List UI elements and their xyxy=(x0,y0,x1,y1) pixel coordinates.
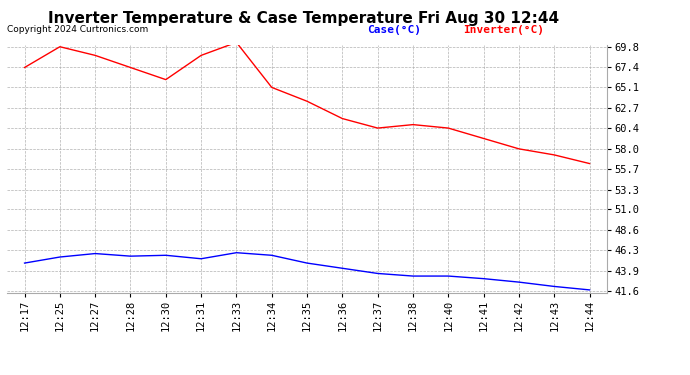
Text: Inverter Temperature & Case Temperature Fri Aug 30 12:44: Inverter Temperature & Case Temperature … xyxy=(48,11,559,26)
Text: Case(°C): Case(°C) xyxy=(367,25,421,35)
Text: Copyright 2024 Curtronics.com: Copyright 2024 Curtronics.com xyxy=(7,25,148,34)
Text: Inverter(°C): Inverter(°C) xyxy=(463,25,544,35)
